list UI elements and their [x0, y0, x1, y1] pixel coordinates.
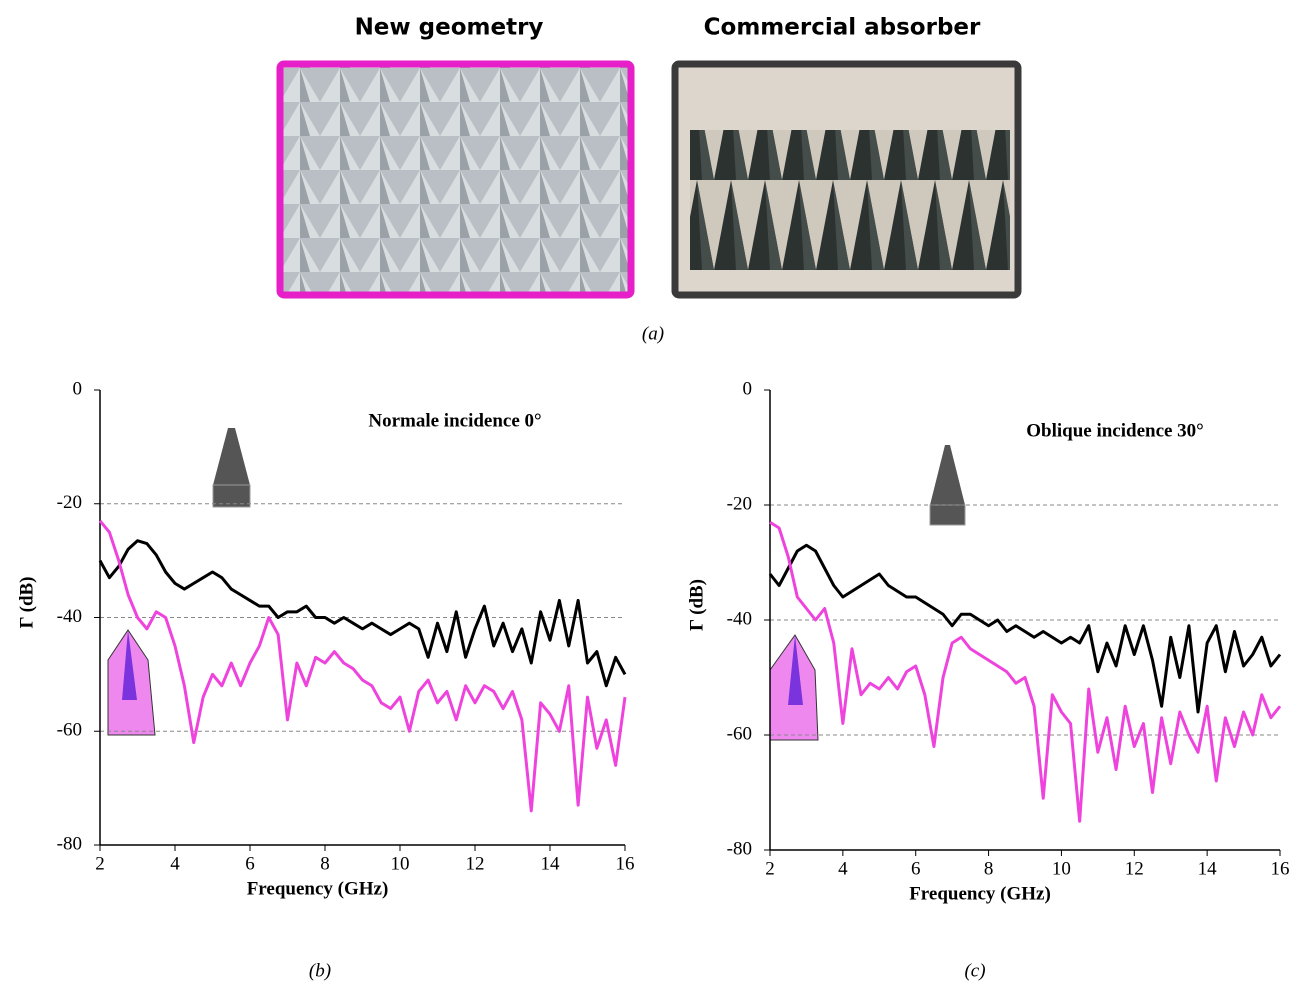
caption: (b)	[309, 960, 331, 981]
y-tick-label: -40	[727, 608, 752, 629]
x-tick-label: 16	[1271, 858, 1290, 879]
annotation: Normale incidence 0°	[368, 410, 541, 431]
x-tick-label: 10	[391, 853, 410, 874]
caption: (c)	[964, 960, 985, 981]
y-tick-label: -20	[727, 493, 752, 514]
y-axis-label: Γ (dB)	[686, 579, 707, 631]
x-axis-label: Frequency (GHz)	[247, 878, 389, 899]
x-axis-label: Frequency (GHz)	[909, 883, 1051, 904]
x-tick-label: 2	[95, 853, 105, 874]
y-tick-label: 0	[73, 378, 83, 399]
x-tick-label: 6	[911, 858, 921, 879]
caption: (a)	[642, 323, 664, 344]
x-tick-label: 10	[1052, 858, 1071, 879]
y-tick-label: -80	[727, 838, 752, 859]
y-tick-label: -40	[57, 606, 82, 627]
y-tick-label: -80	[57, 833, 82, 854]
y-tick-label: 0	[743, 378, 753, 399]
series-line	[98, 519, 627, 813]
x-tick-label: 8	[320, 853, 330, 874]
photo-label: Commercial absorber	[704, 15, 981, 41]
y-tick-label: -60	[57, 720, 82, 741]
x-tick-label: 14	[1198, 858, 1218, 879]
series-line	[769, 520, 1282, 823]
x-tick-label: 12	[1125, 858, 1144, 879]
x-tick-label: 12	[466, 853, 485, 874]
y-axis-label: Γ (dB)	[16, 576, 37, 628]
series-line	[98, 539, 627, 688]
inset-icons	[107, 428, 966, 741]
x-tick-label: 2	[765, 858, 775, 879]
x-tick-label: 4	[838, 858, 848, 879]
photo-pyramids	[690, 130, 1010, 270]
y-tick-label: -20	[57, 492, 82, 513]
x-tick-label: 16	[616, 853, 635, 874]
x-tick-label: 8	[984, 858, 994, 879]
photo-new-geometry	[276, 60, 635, 299]
y-tick-label: -60	[727, 723, 752, 744]
x-tick-label: 14	[541, 853, 561, 874]
x-tick-label: 6	[245, 853, 255, 874]
annotation: Oblique incidence 30°	[1026, 420, 1204, 441]
photo-label: New geometry	[355, 15, 544, 41]
x-tick-label: 4	[170, 853, 180, 874]
series-line	[768, 543, 1282, 714]
